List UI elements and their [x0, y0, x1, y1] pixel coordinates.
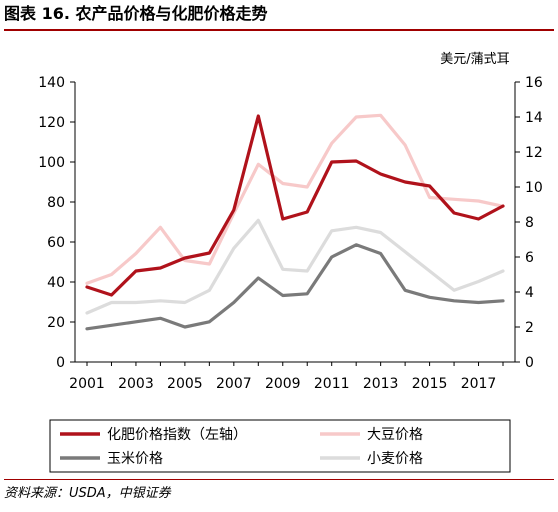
right-tick-label: 0	[525, 355, 534, 371]
legend-label-2: 大豆价格	[367, 427, 423, 443]
source-divider	[4, 479, 554, 480]
x-tick-label: 2011	[314, 376, 350, 392]
x-tick-label: 2001	[69, 376, 105, 392]
series-line-2	[85, 113, 505, 285]
x-tick-label: 2003	[118, 376, 154, 392]
legend-label-3: 玉米价格	[107, 451, 163, 467]
right-tick-label: 14	[525, 110, 543, 126]
right-tick-label: 6	[525, 250, 534, 266]
right-tick-label: 10	[525, 180, 543, 196]
left-tick-label: 140	[38, 75, 65, 91]
left-tick-label: 80	[47, 195, 65, 211]
x-tick-label: 2005	[167, 376, 203, 392]
right-tick-label: 4	[525, 285, 534, 301]
source-note: 资料来源：USDA，中银证券	[4, 486, 171, 501]
x-tick-label: 2009	[265, 376, 301, 392]
left-tick-label: 60	[47, 235, 65, 251]
x-tick-label: 2007	[216, 376, 252, 392]
legend-label-4: 小麦价格	[367, 451, 423, 467]
x-tick-label: 2013	[363, 376, 399, 392]
chart-title: 图表 16. 农产品价格与化肥价格走势	[4, 4, 268, 23]
right-tick-label: 12	[525, 145, 543, 161]
legend-box	[49, 419, 511, 473]
series-line-3	[85, 243, 505, 331]
series-line-1	[85, 114, 505, 297]
x-tick-label: 2015	[412, 376, 448, 392]
x-tick-label: 2017	[461, 376, 497, 392]
right-tick-label: 2	[525, 320, 534, 336]
title-divider	[4, 29, 554, 31]
right-tick-label: 8	[525, 215, 534, 231]
right-tick-label: 16	[525, 75, 543, 91]
left-tick-label: 0	[56, 355, 65, 371]
left-tick-label: 20	[47, 315, 65, 331]
right-axis-unit: 美元/蒲式耳	[440, 52, 509, 67]
series-line-4	[85, 218, 505, 315]
legend-label-1: 化肥价格指数（左轴）	[107, 427, 247, 443]
left-tick-label: 120	[38, 115, 65, 131]
left-tick-label: 40	[47, 275, 65, 291]
left-tick-label: 100	[38, 155, 65, 171]
